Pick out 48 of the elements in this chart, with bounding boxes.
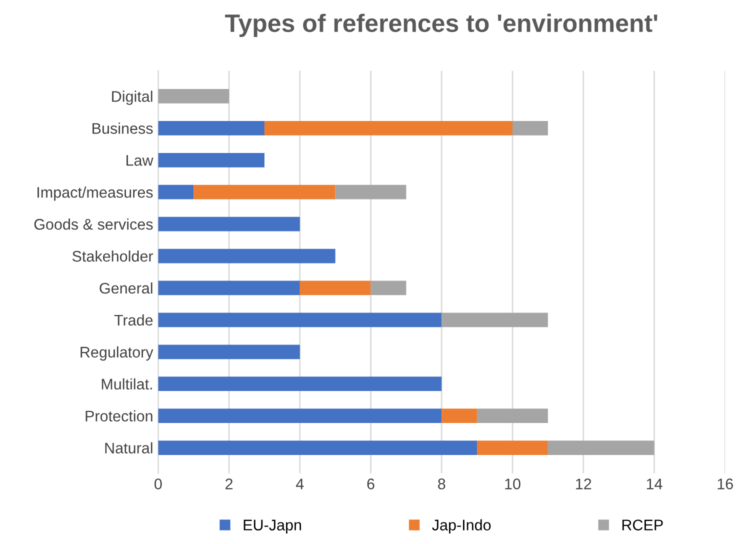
bar — [370, 280, 406, 296]
legend-label: RCEP — [622, 520, 663, 530]
y-tick-label: Impact/measures — [38, 186, 153, 201]
x-tick-label: 16 — [718, 478, 733, 490]
legend-label: EU-Japn — [244, 520, 302, 534]
x-tick-label: 4 — [296, 478, 304, 490]
bar — [335, 184, 406, 200]
bar — [158, 89, 230, 104]
y-tick-label: Regulatory — [80, 346, 154, 361]
bar — [158, 408, 442, 424]
bar — [158, 440, 478, 455]
bar — [548, 440, 654, 455]
legend-label: Jap-Indo — [432, 519, 491, 534]
y-tick-label: Stakeholder — [72, 250, 154, 262]
y-tick-label: Trade — [114, 314, 153, 326]
bar — [264, 120, 512, 136]
bar — [477, 440, 548, 455]
bar — [194, 184, 336, 200]
bar — [512, 120, 548, 136]
y-tick-label: Digital — [112, 90, 152, 105]
bar — [477, 408, 548, 424]
bar — [442, 312, 548, 328]
y-tick-label: Multilat. — [102, 378, 152, 390]
x-tick-label: 2 — [226, 478, 233, 490]
y-tick-label: Business — [92, 122, 153, 134]
bar — [158, 152, 264, 168]
y-tick-label: Protection — [86, 410, 152, 422]
x-tick-label: 0 — [154, 478, 162, 490]
y-tick-label: Natural — [105, 442, 152, 454]
bar — [442, 408, 478, 424]
x-tick-label: 10 — [505, 478, 520, 490]
y-tick-label: Law — [126, 155, 154, 166]
bar — [300, 280, 371, 296]
bar — [158, 120, 264, 136]
bar — [158, 376, 442, 392]
x-tick-label: 6 — [367, 478, 374, 490]
bar — [158, 248, 336, 264]
bar — [158, 184, 194, 200]
bar — [158, 312, 442, 328]
x-tick-label: 14 — [646, 478, 662, 490]
y-tick-label: General — [100, 282, 152, 294]
x-tick-label: 8 — [438, 478, 446, 490]
y-tick-label: Goods & services — [34, 218, 153, 230]
bar — [158, 216, 300, 232]
chart-title: Types of references to 'environment' — [225, 14, 658, 38]
bar — [158, 280, 300, 296]
x-tick-label: 12 — [576, 478, 592, 490]
bar — [158, 344, 300, 360]
